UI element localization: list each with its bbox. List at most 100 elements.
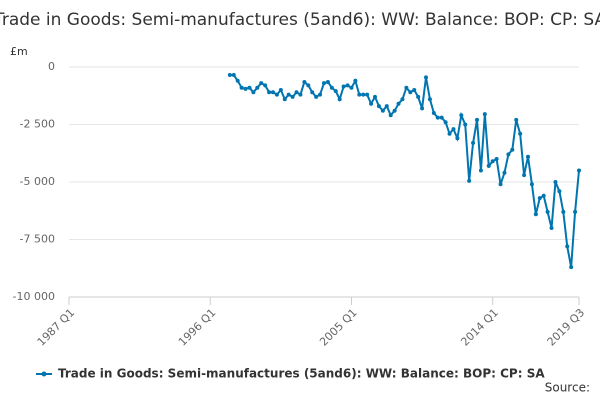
data-point (302, 79, 307, 84)
data-point (529, 182, 534, 187)
data-point (400, 97, 405, 102)
data-point (439, 115, 444, 120)
data-point (506, 152, 511, 157)
data-point (251, 90, 256, 95)
data-point (533, 212, 538, 217)
data-point (545, 209, 550, 214)
series-line (229, 74, 580, 268)
y-unit: £m (10, 45, 28, 58)
data-point (553, 180, 558, 184)
data-point (573, 209, 578, 214)
data-point (235, 78, 240, 83)
data-point (345, 83, 350, 88)
data-point (541, 193, 546, 198)
data-point (490, 159, 495, 164)
data-point (337, 97, 342, 102)
data-point (243, 86, 248, 91)
data-point (412, 88, 417, 92)
data-point (282, 97, 287, 102)
data-point (486, 163, 491, 168)
x-tick-label: 2014 Q1 (458, 306, 501, 349)
data-point (443, 120, 448, 125)
x-tick-label: 2005 Q1 (317, 306, 360, 349)
data-point (404, 85, 409, 90)
data-point (286, 92, 291, 97)
data-point (380, 108, 385, 113)
data-point (408, 90, 413, 95)
data-point (549, 226, 554, 230)
data-point (459, 113, 464, 118)
data-point (502, 170, 507, 175)
data-point (494, 157, 499, 161)
data-point (247, 85, 252, 90)
data-point (353, 78, 358, 83)
data-point (463, 122, 468, 127)
data-point (271, 90, 275, 95)
legend-marker (41, 371, 47, 377)
y-tick-label: 0 (48, 60, 55, 73)
data-point (561, 209, 566, 214)
y-tick-label: -7 500 (20, 233, 55, 246)
data-point (361, 92, 366, 97)
data-point (349, 85, 354, 90)
data-point (376, 104, 381, 109)
data-point (388, 113, 393, 118)
data-point (557, 189, 562, 194)
data-point (565, 244, 570, 249)
x-tick-label: 1996 Q1 (176, 306, 219, 349)
data-point (227, 73, 232, 78)
data-point (329, 85, 334, 90)
data-point (267, 90, 272, 95)
legend-label: Trade in Goods: Semi-manufactures (5and6… (58, 367, 545, 381)
data-point (431, 111, 436, 115)
data-point (255, 85, 260, 90)
source: Source: (545, 381, 590, 395)
data-point (384, 104, 389, 109)
data-point (518, 131, 523, 136)
y-tick-label: -2 500 (20, 118, 55, 131)
data-point (569, 265, 574, 270)
data-point (263, 83, 268, 88)
data-point (274, 92, 279, 97)
data-point (373, 94, 377, 99)
data-point (239, 85, 244, 90)
chart-title: Trade in Goods: Semi-manufactures (5and6… (0, 10, 600, 30)
data-point (259, 81, 264, 86)
data-point (365, 92, 370, 97)
data-point (577, 168, 581, 173)
data-point (478, 168, 483, 173)
data-point (298, 92, 303, 97)
data-point (526, 154, 530, 159)
data-point (341, 84, 346, 89)
data-point (322, 81, 326, 86)
data-point (294, 90, 299, 95)
data-point (325, 79, 330, 84)
data-point (435, 115, 440, 120)
data-point (537, 196, 542, 201)
data-point (310, 90, 315, 95)
data-point (333, 89, 338, 94)
y-tick-label: -5 000 (20, 175, 55, 188)
data-point (482, 112, 487, 117)
data-point (514, 117, 519, 122)
data-point (510, 147, 515, 152)
data-point (357, 92, 362, 97)
data-point (467, 178, 472, 183)
x-tick-label: 2019 Q3 (545, 306, 588, 349)
data-point (522, 173, 527, 178)
data-point (314, 94, 319, 99)
data-point (416, 94, 421, 99)
data-point (420, 106, 425, 111)
data-point (306, 83, 311, 88)
data-point (318, 92, 323, 97)
data-point (447, 131, 452, 136)
data-point (278, 88, 283, 92)
data-point (231, 73, 236, 78)
data-point (392, 108, 397, 113)
x-tick-label: 1987 Q1 (35, 306, 78, 349)
y-tick-label: -10 000 (13, 290, 55, 303)
data-point (475, 117, 479, 122)
data-point (498, 182, 503, 187)
data-point (424, 75, 428, 80)
